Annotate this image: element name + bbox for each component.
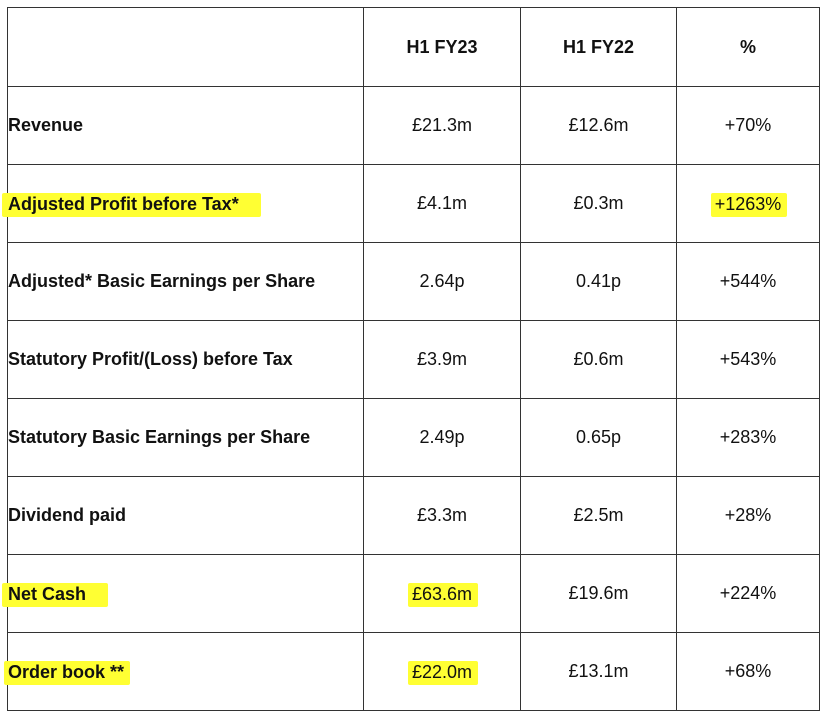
table-row: Dividend paid £3.3m £2.5m +28% [7, 476, 820, 555]
row-label: Statutory Profit/(Loss) before Tax [7, 320, 364, 399]
h1-fy23-value-highlighted: £63.6m [407, 582, 479, 607]
h1-fy23-value: £3.9m [363, 320, 521, 399]
header-h1-fy22: H1 FY22 [520, 7, 677, 87]
table-row: Statutory Profit/(Loss) before Tax £3.9m… [7, 320, 820, 399]
h1-fy22-value: £2.5m [520, 476, 677, 555]
row-label: Order book ** [3, 632, 364, 711]
h1-fy23-value: £3.3m [363, 476, 521, 555]
h1-fy23-value: £4.1m [363, 164, 521, 243]
header-empty-cell [7, 7, 364, 87]
h1-fy22-value: £12.6m [520, 86, 677, 165]
percent-change-value: +543% [676, 320, 820, 399]
header-h1-fy23: H1 FY23 [363, 7, 521, 87]
percent-change-highlighted: +1263% [710, 192, 787, 217]
header-percent-change: % [676, 7, 820, 87]
row-label: Statutory Basic Earnings per Share [7, 398, 364, 477]
percent-change-value: +28% [676, 476, 820, 555]
table-row: Statutory Basic Earnings per Share 2.49p… [7, 398, 820, 477]
h1-fy23-value: £22.0m [363, 632, 521, 711]
h1-fy22-value: £0.6m [520, 320, 677, 399]
row-label-text: Adjusted* Basic Earnings per Share [8, 271, 316, 291]
h1-fy23-value: 2.64p [363, 242, 521, 321]
h1-fy22-value: 0.65p [520, 398, 677, 477]
table-row: Adjusted* Basic Earnings per Share 2.64p… [7, 242, 820, 321]
row-label-text: Revenue [8, 115, 84, 135]
h1-fy22-value: £13.1m [520, 632, 677, 711]
table-row: Revenue £21.3m £12.6m +70% [7, 86, 820, 165]
row-label-text: Statutory Profit/(Loss) before Tax [8, 349, 293, 369]
h1-fy22-value: £0.3m [520, 164, 677, 243]
h1-fy23-value-highlighted: £22.0m [407, 660, 479, 685]
h1-fy22-value: £19.6m [520, 554, 677, 633]
percent-change-value: +224% [676, 554, 820, 633]
row-label: Adjusted Profit before Tax* [2, 164, 364, 243]
h1-fy23-value: 2.49p [363, 398, 521, 477]
h1-fy22-value: 0.41p [520, 242, 677, 321]
table-row: Net Cash £63.6m £19.6m +224% [1, 554, 820, 633]
percent-change-value: +283% [676, 398, 820, 477]
row-label: Adjusted* Basic Earnings per Share [7, 242, 364, 321]
percent-change-value: +68% [676, 632, 820, 711]
percent-change-value: +70% [676, 86, 820, 165]
h1-fy23-value: £63.6m [363, 554, 521, 633]
row-label: Net Cash [1, 554, 364, 633]
row-label-text: Dividend paid [8, 505, 127, 525]
financial-results-table: H1 FY23 H1 FY22 % Revenue £21.3m £12.6m … [1, 7, 820, 711]
row-label-text-highlighted: Adjusted Profit before Tax* [2, 192, 261, 217]
percent-change-value: +1263% [676, 164, 820, 243]
row-label: Revenue [7, 86, 364, 165]
h1-fy23-value: £21.3m [363, 86, 521, 165]
table-row: Adjusted Profit before Tax* £4.1m £0.3m … [2, 164, 820, 243]
percent-change-value: +544% [676, 242, 820, 321]
row-label-text: Statutory Basic Earnings per Share [8, 427, 311, 447]
table-header-row: H1 FY23 H1 FY22 % [7, 7, 820, 87]
row-label: Dividend paid [7, 476, 364, 555]
table-row: Order book ** £22.0m £13.1m +68% [3, 632, 820, 711]
row-label-text-highlighted: Net Cash [1, 582, 109, 607]
row-label-text-highlighted: Order book ** [3, 660, 131, 685]
